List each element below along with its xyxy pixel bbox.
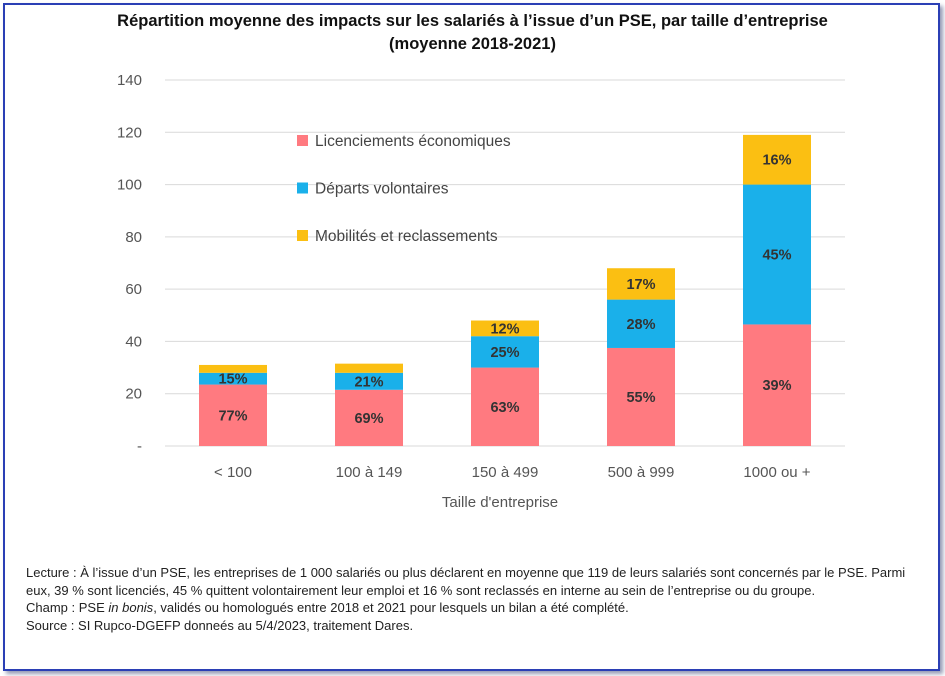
y-tick-label: 80 xyxy=(125,229,142,246)
stacked-bar-chart: 77%15%69%21%63%25%12%55%28%17%39%45%16% … xyxy=(117,72,845,511)
x-tick-label: < 100 xyxy=(214,464,252,481)
data-label: 21% xyxy=(354,374,383,390)
bar-segment xyxy=(335,363,403,373)
bar-segment xyxy=(743,184,811,325)
data-label: 45% xyxy=(762,248,791,264)
bar-segment xyxy=(199,364,267,373)
legend-swatch xyxy=(297,182,308,194)
chart-subtitle: (moyenne 2018-2021) xyxy=(389,35,556,53)
x-tick-label: 150 à 499 xyxy=(472,464,539,481)
note-champ-prefix: Champ : PSE xyxy=(26,600,109,616)
legend-label: Licenciements économiques xyxy=(315,133,511,150)
x-axis-title: Taille d'entreprise xyxy=(442,494,558,511)
note-source: Source : SI Rupco-DGEFP donneés au 5/4/2… xyxy=(26,617,414,633)
bar-segment xyxy=(743,134,811,185)
legend-label: Mobilités et reclassements xyxy=(315,228,498,245)
note-lecture: Lecture : À l’issue d’un PSE, les entrep… xyxy=(26,565,906,598)
bar-segment xyxy=(199,372,267,385)
y-tick-label: 20 xyxy=(125,386,142,403)
bar-segment xyxy=(335,389,403,446)
x-axis-tick-labels: < 100 100 à 149 150 à 499 500 à 999 1000 ou … xyxy=(214,464,811,481)
bars: 77% 15% 69% 21% 63% 25% 12% 55% 28% 17% 39% 45% 16% xyxy=(199,134,811,446)
data-label: 15% xyxy=(218,372,247,388)
y-tick-label: 40 xyxy=(125,333,142,350)
data-label: 17% xyxy=(626,277,655,293)
x-tick-label: 500 à 999 xyxy=(608,464,675,481)
y-tick-label: 140 xyxy=(117,72,142,89)
y-tick-label: 120 xyxy=(117,124,142,141)
data-label: 25% xyxy=(490,345,519,361)
bar-segment xyxy=(471,320,539,337)
y-tick-label: 60 xyxy=(125,281,142,298)
notes-block: Lecture : À l’issue d’un PSE, les entrep… xyxy=(26,564,926,634)
chart-title-line1: Répartition moyenne des impacts sur les … xyxy=(117,12,828,30)
bar-segment xyxy=(335,372,403,390)
note-champ-italic: in bonis xyxy=(108,600,154,616)
data-label: 28% xyxy=(626,317,655,333)
bar-segment xyxy=(743,324,811,446)
note-champ-suffix: , validés ou homologués entre 2018 et 20… xyxy=(153,600,629,616)
data-label: 69% xyxy=(354,411,383,427)
x-tick-label: 100 à 149 xyxy=(336,464,403,481)
data-label: 39% xyxy=(762,378,791,394)
data-label: 12% xyxy=(490,321,519,337)
data-label: 63% xyxy=(490,400,519,416)
y-tick-label: - xyxy=(137,438,142,455)
bar-segment xyxy=(199,384,267,446)
legend-swatch xyxy=(297,135,308,146)
legend: Licenciements économiques Départs volonta… xyxy=(297,133,511,245)
bar-segment xyxy=(471,336,539,368)
bar-segment xyxy=(607,347,675,446)
data-label: 16% xyxy=(762,153,791,169)
bar-segment xyxy=(471,367,539,446)
bar-segment xyxy=(607,299,675,348)
x-tick-label: 1000 ou + xyxy=(743,464,810,481)
legend-label: Départs volontaires xyxy=(315,181,449,198)
note-champ: Champ : PSE in bonis, validés ou homolog… xyxy=(26,599,926,617)
y-tick-label: 100 xyxy=(117,177,142,194)
y-axis-tick-labels: - 20 40 60 80 100 120 140 xyxy=(117,72,142,455)
chart-title: Répartition moyenne des impacts sur les … xyxy=(0,10,945,56)
legend-swatch xyxy=(297,230,308,241)
bar-segment xyxy=(607,268,675,300)
data-label: 55% xyxy=(626,390,655,406)
data-label: 77% xyxy=(218,408,247,424)
